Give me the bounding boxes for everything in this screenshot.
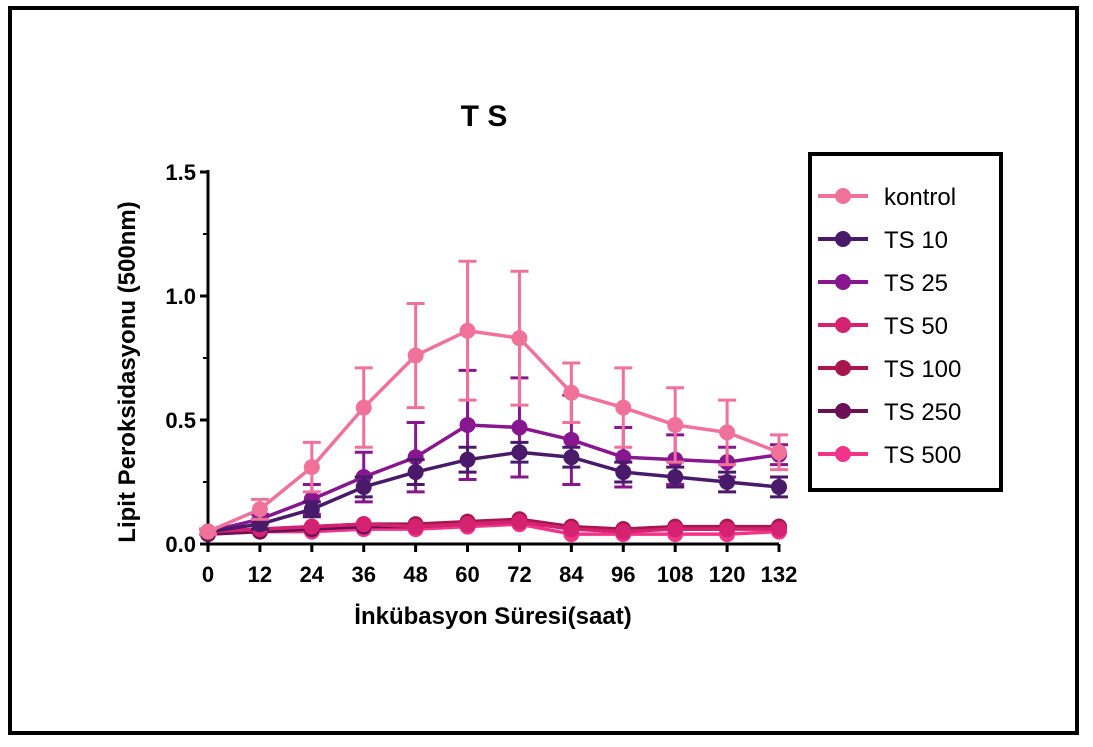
series-line bbox=[207, 328, 780, 534]
legend-label: TS 10 bbox=[884, 227, 948, 254]
x-tick-label: 84 bbox=[559, 562, 584, 587]
x-tick-label: 72 bbox=[507, 562, 531, 587]
plot-area bbox=[199, 259, 788, 543]
legend: kontrol TS 10 TS 25 TS 50 TS 100 TS 250 TS 500 bbox=[818, 184, 961, 469]
series-line bbox=[207, 519, 779, 534]
data-point bbox=[459, 416, 476, 433]
legend-marker bbox=[835, 188, 851, 204]
data-point bbox=[355, 478, 372, 495]
data-point bbox=[459, 451, 476, 468]
legend-label: TS 250 bbox=[884, 399, 961, 426]
legend-label: kontrol bbox=[884, 184, 956, 211]
x-tick-label: 0 bbox=[202, 562, 214, 587]
x-tick-label: 60 bbox=[455, 562, 479, 587]
data-point bbox=[407, 518, 424, 535]
data-point bbox=[355, 516, 372, 533]
legend-marker bbox=[835, 403, 851, 419]
data-point bbox=[719, 474, 736, 490]
data-point bbox=[667, 469, 684, 486]
data-point bbox=[615, 464, 632, 481]
data-point bbox=[511, 513, 528, 530]
legend-marker bbox=[835, 360, 851, 376]
data-point bbox=[615, 399, 632, 416]
legend-item: kontrol bbox=[818, 184, 956, 211]
data-point bbox=[563, 521, 580, 538]
data-point bbox=[459, 516, 476, 533]
x-axis-label: İnkübasyon Süresi(saat) bbox=[354, 603, 631, 630]
y-tick-label: 1.5 bbox=[165, 160, 196, 185]
data-point bbox=[459, 322, 476, 339]
legend-item: TS 50 bbox=[818, 313, 948, 340]
data-point bbox=[511, 330, 528, 347]
x-tick-label: 24 bbox=[300, 562, 325, 587]
data-point bbox=[563, 449, 580, 466]
data-point bbox=[303, 501, 320, 518]
data-point bbox=[407, 449, 424, 466]
x-tick-label: 48 bbox=[403, 562, 427, 587]
legend-label: TS 100 bbox=[884, 356, 961, 383]
axes: 0.0 0.5 1.0 1.5 0 12 24 36 48 60 72 84 96 108 120 132 bbox=[165, 160, 797, 587]
data-point bbox=[303, 518, 320, 535]
data-point bbox=[719, 521, 736, 538]
legend-item: TS 10 bbox=[818, 227, 948, 254]
data-point bbox=[771, 521, 787, 538]
x-tick-label: 12 bbox=[248, 562, 272, 587]
legend-item: TS 250 bbox=[818, 399, 961, 426]
data-point bbox=[355, 399, 372, 416]
chart-title: T S bbox=[461, 100, 508, 133]
legend-label: TS 500 bbox=[884, 442, 961, 469]
x-tick-label: 108 bbox=[657, 562, 694, 587]
y-axis-label: Lipit Peroksidasyonu (500nm) bbox=[114, 201, 141, 542]
legend-marker bbox=[835, 231, 851, 247]
data-point bbox=[771, 444, 787, 461]
data-point bbox=[200, 523, 216, 540]
data-point bbox=[667, 416, 684, 433]
data-point bbox=[563, 384, 580, 401]
legend-label: TS 25 bbox=[884, 270, 948, 297]
y-tick-label: 0.5 bbox=[165, 408, 196, 433]
data-point bbox=[511, 419, 528, 436]
legend-item: TS 25 bbox=[818, 270, 948, 297]
series-kontrol bbox=[199, 259, 788, 540]
data-point bbox=[615, 523, 632, 540]
x-tick-label: 36 bbox=[351, 562, 375, 587]
x-tick-label: 132 bbox=[761, 562, 798, 587]
y-tick-label: 1.0 bbox=[165, 284, 196, 309]
legend-label: TS 50 bbox=[884, 313, 948, 340]
legend-marker bbox=[835, 317, 851, 333]
legend-marker bbox=[835, 274, 851, 290]
data-point bbox=[563, 431, 580, 448]
data-point bbox=[719, 424, 736, 441]
y-tick-label: 0.0 bbox=[165, 532, 196, 557]
data-point bbox=[511, 444, 528, 461]
series-line bbox=[207, 450, 780, 534]
data-point bbox=[303, 459, 320, 476]
data-point bbox=[667, 521, 684, 538]
data-point bbox=[251, 501, 268, 518]
series-line bbox=[207, 522, 780, 536]
data-point bbox=[771, 478, 787, 495]
legend-item: TS 500 bbox=[818, 442, 961, 469]
data-point bbox=[407, 464, 424, 481]
x-tick-label: 120 bbox=[709, 562, 746, 587]
legend-item: TS 100 bbox=[818, 356, 961, 383]
x-tick-label: 96 bbox=[611, 562, 635, 587]
legend-marker bbox=[835, 446, 851, 462]
data-point bbox=[407, 347, 424, 364]
